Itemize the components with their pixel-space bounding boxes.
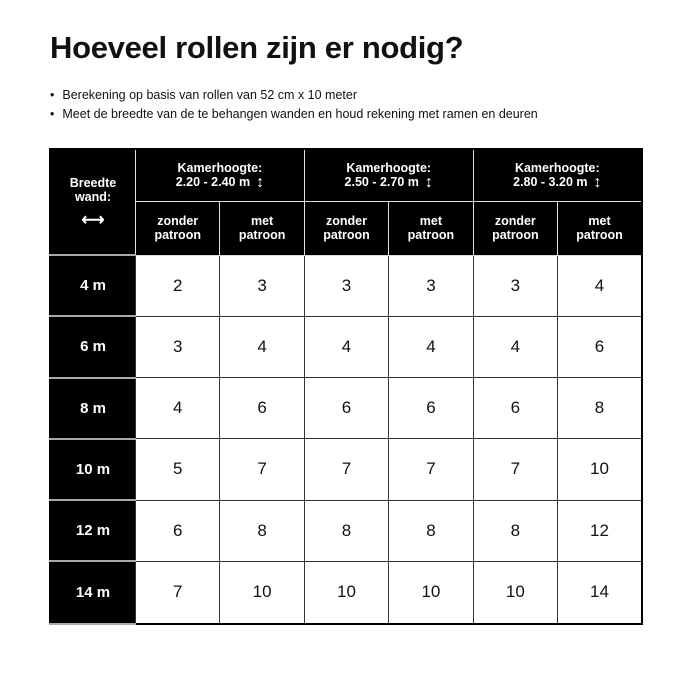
rolls-cell: 8 bbox=[388, 499, 474, 562]
wall-width-cell: 6 m bbox=[50, 315, 136, 379]
notes-list: Berekening op basis van rollen van 52 cm… bbox=[50, 86, 538, 124]
rolls-cell: 7 bbox=[472, 438, 559, 501]
rolls-cell: 6 bbox=[557, 315, 643, 379]
pattern-subheader: met patroon bbox=[388, 200, 474, 256]
rolls-cell: 10 bbox=[388, 560, 474, 625]
vertical-double-arrow-icon: ↕ bbox=[424, 173, 433, 191]
rolls-cell: 3 bbox=[472, 254, 559, 317]
rolls-cell: 10 bbox=[557, 438, 643, 501]
rolls-cell: 2 bbox=[134, 254, 221, 317]
rolls-cell: 3 bbox=[303, 254, 390, 317]
wall-width-cell: 4 m bbox=[50, 253, 136, 318]
height-header: Kamerhoogte: 2.80 - 3.20 m ↕ bbox=[472, 148, 643, 202]
pattern-subheader: zonder patroon bbox=[134, 200, 221, 256]
rolls-cell: 4 bbox=[388, 315, 474, 379]
rolls-cell: 8 bbox=[303, 499, 390, 562]
rolls-cell: 8 bbox=[472, 499, 559, 562]
rolls-cell: 12 bbox=[557, 499, 643, 562]
rolls-cell: 5 bbox=[134, 438, 221, 501]
note-item: Berekening op basis van rollen van 52 cm… bbox=[50, 86, 538, 105]
rolls-table: Breedte wand: ⟷ Kamerhoogte: 2.20 - 2.40 m… bbox=[49, 148, 643, 625]
rolls-cell: 7 bbox=[134, 560, 221, 625]
rolls-cell: 6 bbox=[472, 376, 559, 440]
pattern-subheader: met patroon bbox=[557, 200, 643, 256]
rolls-cell: 4 bbox=[219, 315, 305, 379]
rolls-cell: 10 bbox=[219, 560, 305, 625]
rolls-cell: 3 bbox=[219, 254, 305, 317]
rolls-cell: 6 bbox=[219, 376, 305, 440]
pattern-subheader: zonder patroon bbox=[472, 200, 559, 256]
vertical-double-arrow-icon: ↕ bbox=[256, 173, 265, 191]
rolls-cell: 4 bbox=[557, 254, 643, 317]
wall-width-cell: 8 m bbox=[50, 376, 136, 440]
table-row: 14 m 7 10 10 10 10 14 bbox=[50, 560, 643, 625]
wall-width-cell: 12 m bbox=[50, 498, 136, 563]
table-row: 10 m 5 7 7 7 7 10 bbox=[50, 437, 643, 502]
rolls-cell: 6 bbox=[388, 376, 474, 440]
height-header: Kamerhoogte: 2.20 - 2.40 m ↕ bbox=[135, 148, 305, 202]
table-row: 12 m 6 8 8 8 8 12 bbox=[50, 498, 643, 563]
rolls-cell: 3 bbox=[388, 254, 474, 317]
note-item: Meet de breedte van de te behangen wande… bbox=[50, 105, 537, 124]
rolls-cell: 14 bbox=[557, 560, 643, 625]
horizontal-double-arrow-icon: ⟷ bbox=[81, 212, 105, 229]
rolls-cell: 10 bbox=[472, 560, 559, 625]
rolls-cell: 7 bbox=[219, 438, 305, 501]
rolls-cell: 3 bbox=[134, 315, 221, 379]
wall-width-cell: 10 m bbox=[50, 437, 136, 502]
vertical-double-arrow-icon: ↕ bbox=[593, 173, 602, 191]
height-header: Kamerhoogte: 2.50 - 2.70 m ↕ bbox=[303, 148, 474, 202]
rolls-cell: 7 bbox=[303, 438, 390, 501]
rolls-cell: 7 bbox=[388, 438, 474, 501]
rolls-cell: 4 bbox=[303, 315, 390, 379]
width-header: Breedte wand: ⟷ bbox=[49, 148, 136, 256]
rolls-cell: 6 bbox=[134, 499, 221, 562]
rolls-cell: 8 bbox=[557, 376, 643, 440]
pattern-subheader: met patroon bbox=[219, 200, 305, 256]
rolls-cell: 4 bbox=[472, 315, 559, 379]
page-title: Hoeveel rollen zijn er nodig? bbox=[50, 30, 464, 65]
rolls-cell: 6 bbox=[303, 376, 390, 440]
rolls-cell: 4 bbox=[134, 376, 221, 440]
pattern-subheader: zonder patroon bbox=[303, 200, 390, 256]
rolls-cell: 10 bbox=[303, 560, 390, 625]
wall-width-cell: 14 m bbox=[50, 560, 136, 625]
rolls-cell: 8 bbox=[219, 499, 305, 562]
